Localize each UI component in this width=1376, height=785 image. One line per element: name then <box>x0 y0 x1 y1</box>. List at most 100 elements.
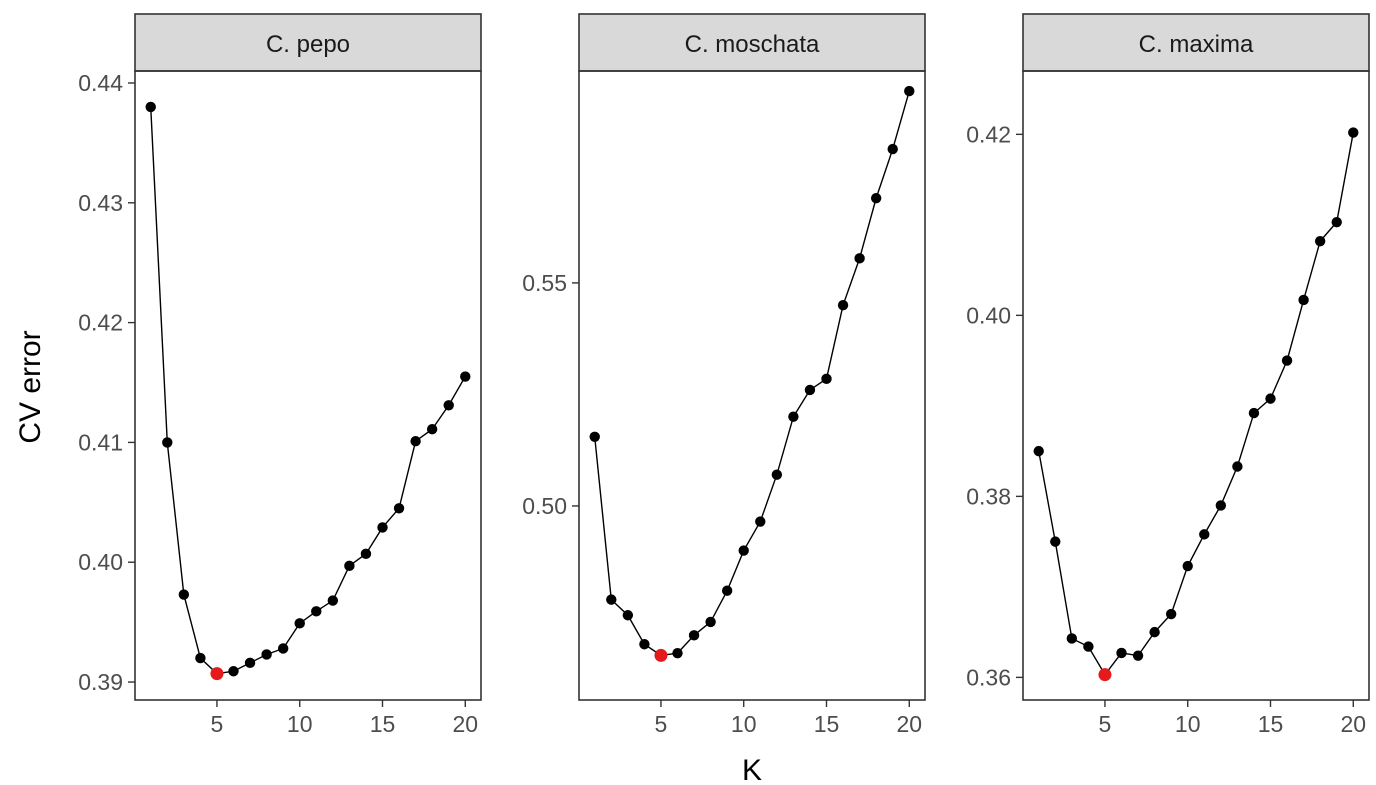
x-tick-label: 20 <box>452 711 478 737</box>
data-point <box>1033 445 1044 457</box>
series-line <box>1038 132 1354 676</box>
data-point <box>672 647 683 659</box>
panel-strip <box>578 13 926 72</box>
panel-frame <box>578 70 926 701</box>
data-point <box>1116 647 1127 659</box>
data-point <box>1348 127 1359 138</box>
data-point <box>1281 355 1293 366</box>
panel-strip-title: C. maxima <box>1139 31 1254 58</box>
min-point-highlight <box>1098 668 1112 682</box>
x-tick-label: 5 <box>1099 711 1112 737</box>
data-point <box>755 516 766 527</box>
data-point <box>606 594 617 605</box>
data-point <box>178 589 190 600</box>
data-point <box>1165 608 1177 620</box>
data-point <box>738 545 749 556</box>
x-axis-title: K <box>742 754 762 785</box>
panel-3: C. maxima 0.36 0.38 0.40 0.42 5 10 15 20 <box>966 13 1370 737</box>
data-point <box>705 616 716 628</box>
data-point <box>1331 216 1342 228</box>
data-point <box>1149 626 1160 638</box>
panel-frame <box>134 70 482 701</box>
x-tick-label: 5 <box>211 711 224 737</box>
data-point <box>460 371 471 382</box>
x-tick-label: 10 <box>1175 711 1201 737</box>
data-point <box>426 424 438 435</box>
data-point <box>1132 650 1144 661</box>
data-point <box>837 300 849 311</box>
y-tick-label: 0.44 <box>78 70 123 96</box>
data-point <box>804 384 816 396</box>
data-point <box>261 649 272 660</box>
data-point <box>721 585 733 596</box>
data-point <box>870 192 882 204</box>
data-point <box>195 652 206 664</box>
data-point <box>887 143 898 155</box>
data-point <box>162 437 173 448</box>
data-point <box>1182 560 1193 572</box>
data-point <box>377 522 388 533</box>
x-tick-label: 15 <box>1258 711 1284 737</box>
y-tick-label: 0.40 <box>966 302 1011 328</box>
data-point <box>589 431 600 443</box>
y-tick-label: 0.39 <box>78 669 123 695</box>
x-tick-label: 10 <box>287 711 313 737</box>
panel-strip-title: C. moschata <box>685 31 820 58</box>
data-point <box>443 400 454 411</box>
data-point <box>821 373 832 385</box>
data-point <box>639 639 650 650</box>
data-point <box>622 610 634 621</box>
data-point <box>854 253 865 264</box>
y-tick-label: 0.43 <box>78 190 123 216</box>
data-point <box>1314 235 1326 247</box>
data-point <box>1265 393 1276 404</box>
data-point <box>788 411 799 422</box>
y-axis-title: CV error <box>14 330 47 443</box>
data-point <box>1248 407 1260 419</box>
data-point <box>904 85 915 97</box>
y-tick-label: 0.38 <box>966 483 1011 509</box>
y-tick-label: 0.41 <box>78 429 123 455</box>
panel-2: C. moschata 0.50 0.55 5 10 15 20 <box>522 13 926 737</box>
x-tick-label: 5 <box>655 711 668 737</box>
series-line <box>150 106 466 675</box>
data-point <box>1199 529 1210 540</box>
y-tick-label: 0.36 <box>966 664 1011 690</box>
panel-strip <box>134 13 482 72</box>
x-tick-label: 15 <box>370 711 396 737</box>
min-point-highlight <box>654 648 668 662</box>
y-tick-label: 0.40 <box>78 549 123 575</box>
data-point <box>344 560 355 572</box>
data-point <box>410 436 421 447</box>
y-tick-label: 0.50 <box>522 493 567 519</box>
series-line <box>594 90 910 657</box>
data-point <box>393 503 405 514</box>
data-point <box>244 657 256 669</box>
data-point <box>360 548 372 560</box>
data-point <box>327 595 339 606</box>
data-point <box>771 469 783 480</box>
x-tick-label: 10 <box>731 711 757 737</box>
data-point <box>1298 294 1309 306</box>
data-point <box>688 630 700 641</box>
data-point <box>1083 641 1094 652</box>
data-point <box>1215 500 1227 511</box>
data-point <box>277 643 289 654</box>
y-tick-label: 0.42 <box>966 121 1011 147</box>
data-point <box>1232 461 1243 472</box>
data-point <box>145 101 156 113</box>
panel-frame <box>1022 70 1370 701</box>
x-tick-label: 15 <box>814 711 840 737</box>
panel-1: C. pepo 0.39 0.40 0.41 0.42 0.43 0.44 5 10 15 20 <box>78 13 482 737</box>
x-tick-label: 20 <box>1340 711 1366 737</box>
y-tick-label: 0.55 <box>522 270 567 296</box>
min-point-highlight <box>210 667 224 681</box>
data-point <box>1050 536 1061 547</box>
panel-strip-title: C. pepo <box>266 31 350 58</box>
y-tick-label: 0.42 <box>78 310 123 336</box>
data-point <box>294 618 305 629</box>
data-point <box>228 666 239 677</box>
data-point <box>311 606 322 617</box>
